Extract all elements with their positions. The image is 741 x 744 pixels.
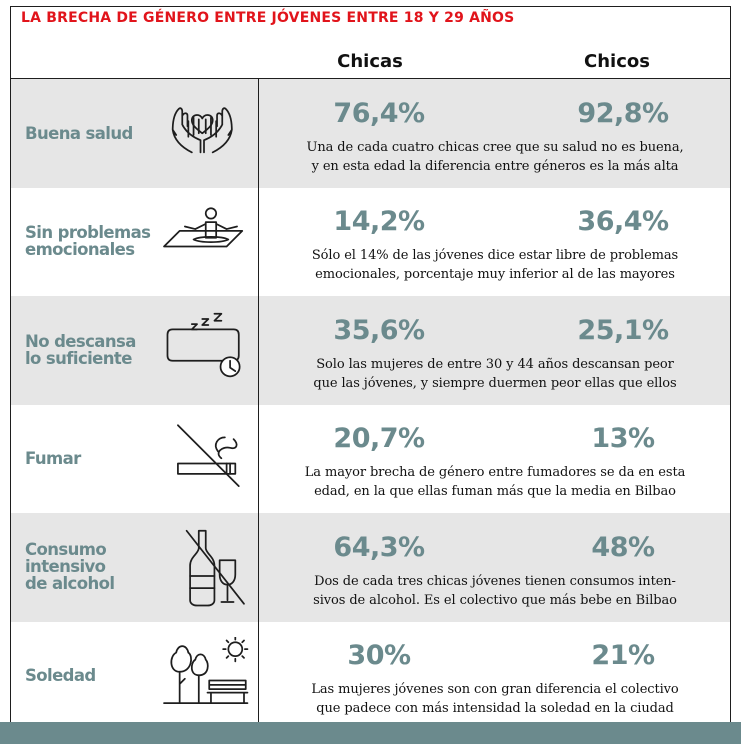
- table-row: Fumar 20,7% 13% La mayor brecha de género e…: [11, 404, 730, 513]
- note-line: edad, en la que ellas fuman más que la m…: [314, 484, 676, 500]
- row-label-line: intensivo: [25, 557, 106, 577]
- note-line: que las jóvenes, y siempre duermen peor …: [313, 375, 677, 391]
- no-smoking-icon: [156, 420, 252, 500]
- row-label-line: de alcohol: [25, 574, 115, 594]
- value-chicos: 92,8%: [577, 98, 669, 129]
- table-row: Consumo intensivo de alcohol 64,3% 48% Dos de…: [11, 512, 730, 622]
- sleep-clock-icon: [156, 312, 252, 392]
- table-frame: LA BRECHA DE GÉNERO ENTRE JÓVENES ENTRE …: [10, 6, 731, 730]
- row-note: Dos de cada tres chicas jóvenes tienen c…: [263, 572, 727, 610]
- note-line: La mayor brecha de género entre fumadore…: [304, 465, 686, 481]
- note-line: y en esta edad la diferencia entre géner…: [311, 159, 679, 174]
- table-row: Buena salud 76,4% 92,8% Una de cada cuatro …: [11, 79, 730, 188]
- note-line: Sólo el 14% de las jóvenes dice estar li…: [311, 248, 679, 264]
- value-chicas: 14,2%: [333, 206, 425, 238]
- row-label-line: Sin problemas: [25, 223, 151, 243]
- value-chicas: 64,3%: [333, 531, 425, 563]
- row-note: La mayor brecha de género entre fumadore…: [263, 463, 727, 501]
- row-label-line: lo suficiente: [25, 348, 132, 368]
- column-divider: [258, 78, 259, 729]
- value-chicos: 21%: [591, 640, 655, 671]
- no-alcohol-icon: [156, 529, 252, 609]
- note-line: Dos de cada tres chicas jóvenes tienen c…: [314, 573, 676, 589]
- row-label: Buena salud: [25, 125, 133, 142]
- row-label: Consumo intensivo de alcohol: [25, 540, 115, 594]
- table-row: Soledad 30% 21% Las mujeres jóvenes son con…: [11, 621, 730, 730]
- value-chicas: 20,7%: [333, 423, 425, 455]
- hands-heart-icon: [156, 95, 252, 175]
- note-line: emocionales, porcentaje muy inferior al …: [315, 267, 675, 283]
- row-label: Sin problemas emocionales: [25, 223, 151, 260]
- chart-title: LA BRECHA DE GÉNERO ENTRE JÓVENES ENTRE …: [21, 10, 515, 26]
- value-chicos: 36,4%: [577, 206, 669, 238]
- row-label: No descansa lo suficiente: [25, 333, 136, 367]
- row-note: Sólo el 14% de las jóvenes dice estar li…: [263, 246, 727, 284]
- bottom-bar: [0, 722, 741, 744]
- row-label-line: Fumar: [25, 448, 81, 468]
- note-line: sivos de alcohol. Es el colectivo que má…: [313, 592, 677, 608]
- note-line: Las mujeres jóvenes son con gran diferen…: [311, 682, 679, 697]
- table-row: No descansa lo suficiente 35,6% 25,1% Solo l…: [11, 295, 730, 405]
- table-row: Sin problemas emocionales 14,2% 36,4% Sólo e…: [11, 187, 730, 296]
- value-chicas: 30%: [347, 640, 411, 671]
- row-note: Solo las mujeres de entre 30 y 44 años d…: [263, 355, 727, 393]
- row-label-line: Consumo: [25, 540, 107, 560]
- value-chicos: 48%: [591, 531, 655, 563]
- row-label-line: Soledad: [25, 665, 96, 685]
- column-header-chicas: Chicas: [337, 51, 403, 72]
- value-chicas: 35,6%: [333, 314, 425, 346]
- note-line: Solo las mujeres de entre 30 y 44 años d…: [316, 356, 674, 372]
- note-line: Una de cada cuatro chicas cree que su sa…: [306, 140, 684, 155]
- header-rule: [11, 78, 730, 79]
- note-line: que padece con más intensidad la soledad…: [316, 701, 674, 716]
- row-label-line: emocionales: [25, 240, 135, 260]
- row-note: Una de cada cuatro chicas cree que su sa…: [263, 138, 727, 176]
- meditation-icon: [156, 203, 252, 283]
- value-chicas: 76,4%: [333, 98, 425, 129]
- value-chicos: 13%: [591, 423, 655, 455]
- park-bench-icon: [156, 636, 252, 717]
- row-label: Fumar: [25, 450, 81, 467]
- row-note: Las mujeres jóvenes son con gran diferen…: [263, 680, 727, 718]
- row-label-line: Buena salud: [25, 123, 133, 143]
- row-label: Soledad: [25, 667, 96, 684]
- row-label-line: No descansa: [25, 331, 136, 351]
- column-header-chicos: Chicos: [584, 51, 650, 72]
- value-chicos: 25,1%: [577, 314, 669, 346]
